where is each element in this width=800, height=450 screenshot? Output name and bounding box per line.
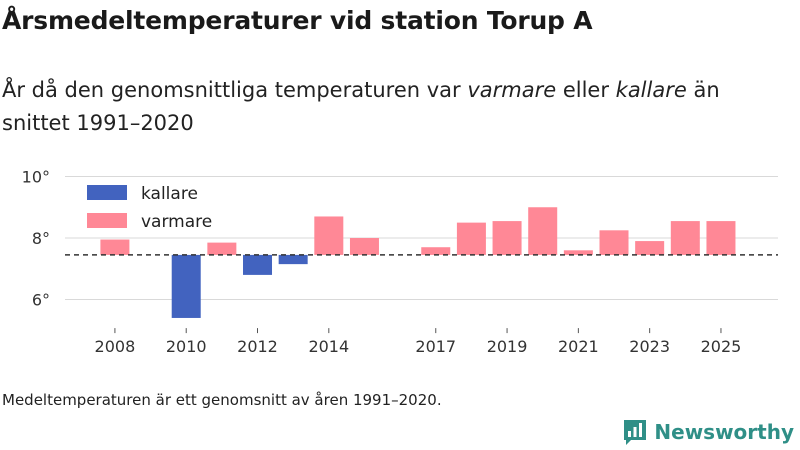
bar-2022 <box>599 230 629 255</box>
newsworthy-logo-icon <box>624 420 647 445</box>
bar-2012 <box>243 254 273 275</box>
bar-2020 <box>528 207 558 255</box>
y-tick-label: 6° <box>32 291 50 310</box>
temperature-chart: 6° 8° 10° 2008 2010 2012 2014 2017 2019 2021 2023 2… <box>22 168 778 356</box>
y-tick-label: 8° <box>32 229 50 248</box>
bar-2008 <box>100 239 130 255</box>
subtitle-cold: kallare <box>615 78 687 102</box>
subtitle-text-1: År då den genomsnittliga temperaturen va… <box>2 78 468 102</box>
bar-2013 <box>278 254 308 265</box>
bar-2024 <box>670 221 700 255</box>
bar-2015 <box>349 238 379 255</box>
footnote: Medeltemperaturen är ett genomsnitt av å… <box>2 391 442 409</box>
subtitle-text-3: än snittet 1991–2020 <box>2 78 720 135</box>
legend-label-kallare: kallare <box>141 184 198 204</box>
legend-label-varmare: varmare <box>141 212 212 232</box>
newsworthy-logo: Newsworthy <box>622 418 794 446</box>
brand-name: Newsworthy <box>654 420 794 444</box>
chart-title: Årsmedeltemperaturer vid station Torup A <box>2 6 593 35</box>
bar-2019 <box>492 221 522 255</box>
x-tick-label: 2012 <box>237 337 278 356</box>
legend-swatch-kallare <box>87 185 127 200</box>
bar-2023 <box>635 241 665 255</box>
bar-2021 <box>563 250 593 255</box>
subtitle-warm: varmare <box>467 78 557 102</box>
x-tick-label: 2019 <box>487 337 528 356</box>
bar-2011 <box>207 242 237 255</box>
bar-2018 <box>456 222 486 255</box>
x-tick-label: 2010 <box>166 337 207 356</box>
chart-subtitle: År då den genomsnittliga temperaturen va… <box>2 74 782 140</box>
y-tick-label: 10° <box>22 168 50 187</box>
x-tick-label: 2017 <box>415 337 456 356</box>
x-tick-label: 2014 <box>308 337 349 356</box>
x-tick-label: 2023 <box>629 337 670 356</box>
x-tick-label: 2008 <box>95 337 136 356</box>
x-tick-label: 2025 <box>701 337 742 356</box>
bar-2010 <box>171 254 201 318</box>
bar-2017 <box>421 247 451 255</box>
bar-2025 <box>706 221 736 255</box>
legend-swatch-varmare <box>87 213 127 228</box>
subtitle-text-2: eller <box>556 78 616 102</box>
x-tick-label: 2021 <box>558 337 599 356</box>
bar-2014 <box>314 216 344 255</box>
